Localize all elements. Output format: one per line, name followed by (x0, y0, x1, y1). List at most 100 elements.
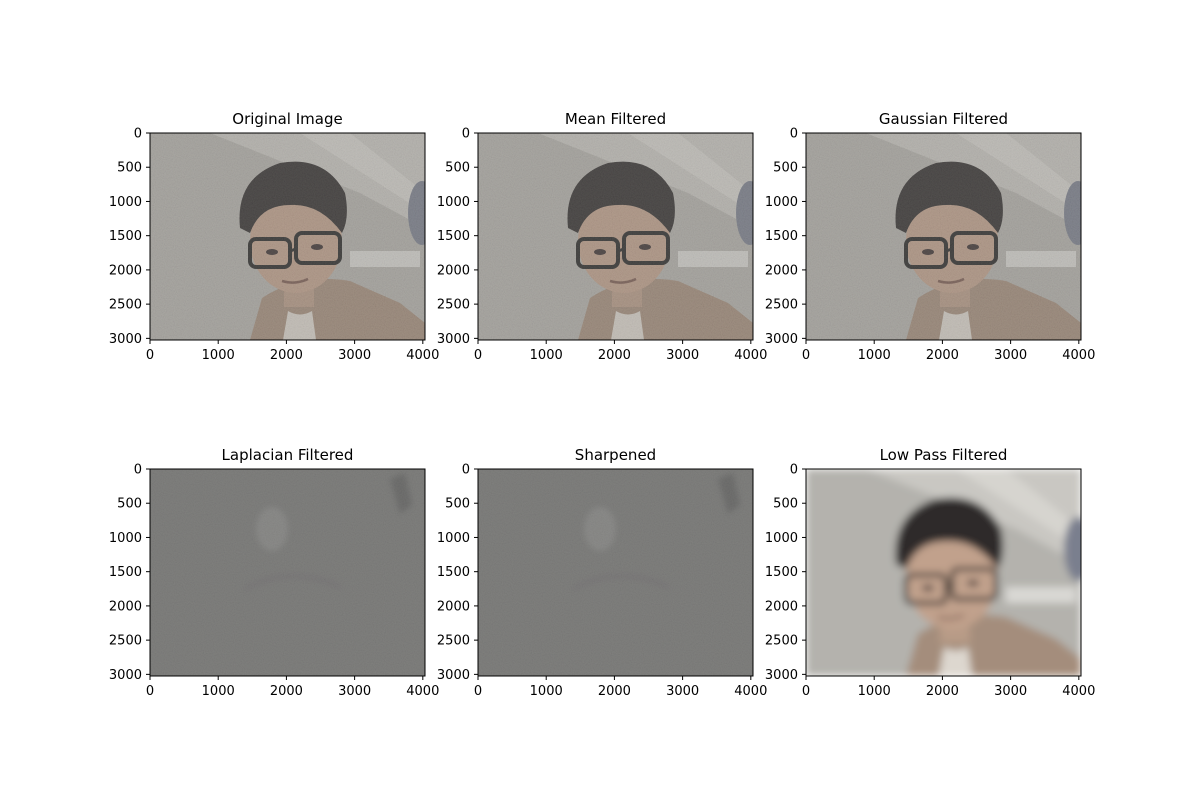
y-tick-label: 500 (773, 497, 798, 512)
x-tick-label: 4000 (406, 684, 439, 699)
x-tick-label: 2000 (598, 684, 631, 699)
x-tick-label: 2000 (270, 684, 303, 699)
y-tick-label: 1500 (765, 229, 798, 244)
x-tick-label: 4000 (734, 348, 767, 363)
photo-scene (806, 469, 1081, 676)
light-band (956, 469, 1081, 549)
y-tick-label: 2000 (109, 263, 142, 278)
x-tick-label: 1000 (530, 684, 563, 699)
x-tick-label: 1000 (858, 684, 891, 699)
y-tick-label: 3000 (109, 668, 142, 683)
y-tick-label: 2000 (437, 263, 470, 278)
axes-frame (805, 468, 1082, 677)
subplot: Laplacian Filtered 0 1000 2000 3000 4000 0 500 1… (109, 446, 439, 699)
y-tick-label: 500 (445, 497, 470, 512)
y-tick-label: 0 (790, 463, 798, 478)
shirt (939, 647, 972, 676)
x-tick-label: 3000 (338, 348, 371, 363)
y-tick-label: 1000 (109, 195, 142, 210)
x-tick-label: 3000 (338, 684, 371, 699)
x-tick-label: 0 (802, 348, 810, 363)
y-tick-label: 0 (462, 127, 470, 142)
y-tick-label: 3000 (765, 668, 798, 683)
y-tick-label: 2500 (109, 634, 142, 649)
glasses-left (904, 573, 948, 605)
y-tick-label: 1000 (437, 531, 470, 546)
axes-frame (477, 132, 754, 341)
side-person (1064, 517, 1081, 581)
y-tick-label: 1500 (437, 565, 470, 580)
x-tick-label: 2000 (270, 348, 303, 363)
x-tick-label: 3000 (994, 348, 1027, 363)
y-tick-label: 2000 (765, 263, 798, 278)
grain-overlay (478, 469, 753, 676)
x-tick-label: 1000 (530, 348, 563, 363)
grain-overlay (150, 469, 425, 676)
glasses-bridge (945, 583, 953, 589)
x-tick-label: 3000 (994, 684, 1027, 699)
x-tick-label: 4000 (1062, 684, 1095, 699)
y-tick-label: 2500 (765, 634, 798, 649)
y-tick-label: 3000 (109, 332, 142, 347)
x-tick-label: 2000 (926, 348, 959, 363)
y-tick-label: 1500 (765, 565, 798, 580)
y-tick-label: 2500 (765, 298, 798, 313)
grain-overlay (806, 133, 1081, 340)
hair (895, 497, 1003, 569)
y-tick-label: 3000 (437, 668, 470, 683)
y-tick-label: 1000 (437, 195, 470, 210)
image-content (478, 133, 753, 340)
y-tick-label: 500 (773, 161, 798, 176)
subplot-title: Gaussian Filtered (879, 110, 1008, 128)
x-tick-label: 1000 (858, 348, 891, 363)
y-tick-label: 3000 (765, 332, 798, 347)
axes-frame (805, 132, 1082, 341)
y-tick-label: 1500 (109, 565, 142, 580)
x-tick-label: 2000 (598, 348, 631, 363)
y-tick-label: 1000 (765, 531, 798, 546)
shelf (1006, 587, 1076, 603)
y-tick-label: 1000 (765, 195, 798, 210)
axes-frame (149, 132, 426, 341)
y-tick-label: 500 (117, 497, 142, 512)
image-content (478, 469, 753, 676)
subplot-title: Mean Filtered (565, 110, 666, 128)
image-content (150, 469, 425, 676)
y-tick-label: 2000 (437, 599, 470, 614)
axes-frame (477, 468, 754, 677)
y-tick-label: 1500 (437, 229, 470, 244)
y-tick-label: 1000 (109, 531, 142, 546)
x-tick-label: 3000 (666, 348, 699, 363)
image-content (806, 133, 1081, 340)
y-tick-label: 3000 (437, 332, 470, 347)
y-tick-label: 0 (790, 127, 798, 142)
image-content (806, 469, 1081, 676)
y-tick-label: 1500 (109, 229, 142, 244)
subplot: Mean Filtered 0 1000 2000 3000 4000 0 500 1000 15… (437, 110, 767, 363)
x-tick-label: 4000 (406, 348, 439, 363)
x-tick-label: 2000 (926, 684, 959, 699)
x-tick-label: 3000 (666, 684, 699, 699)
y-tick-label: 2500 (437, 298, 470, 313)
x-tick-label: 0 (474, 684, 482, 699)
x-tick-label: 4000 (734, 684, 767, 699)
x-tick-label: 0 (146, 684, 154, 699)
image-content (150, 133, 425, 340)
x-tick-label: 4000 (1062, 348, 1095, 363)
y-tick-label: 500 (445, 161, 470, 176)
subplot-title: Original Image (232, 110, 342, 128)
axes-frame (149, 468, 426, 677)
y-tick-label: 500 (117, 161, 142, 176)
y-tick-label: 2000 (765, 599, 798, 614)
subplot: Low Pass Filtered 0 1000 2000 3000 4000 0 500 10… (765, 446, 1095, 699)
y-tick-label: 0 (462, 463, 470, 478)
y-tick-label: 0 (134, 463, 142, 478)
grain-overlay (150, 133, 425, 340)
subplot-title: Sharpened (575, 446, 656, 464)
x-tick-label: 0 (146, 348, 154, 363)
x-tick-label: 1000 (202, 348, 235, 363)
eye-right (967, 580, 979, 586)
subplot-title: Low Pass Filtered (880, 446, 1008, 464)
y-tick-label: 0 (134, 127, 142, 142)
glasses-right (950, 567, 998, 601)
